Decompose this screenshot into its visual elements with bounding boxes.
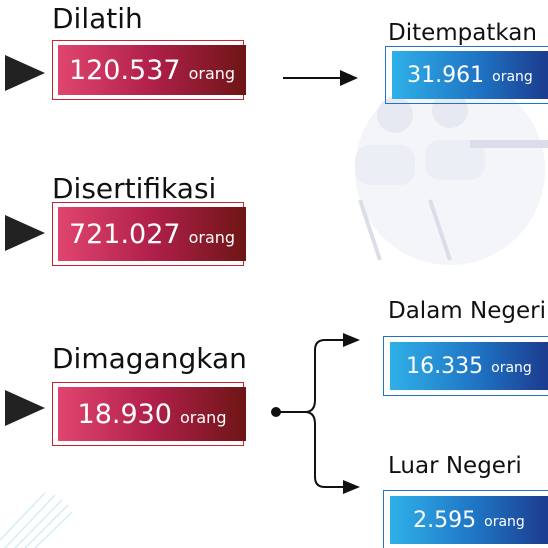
value-box: 31.961 orang bbox=[392, 51, 548, 99]
label: Disertifikasi bbox=[52, 172, 216, 205]
pointer bbox=[5, 55, 45, 91]
pointer bbox=[5, 390, 45, 426]
label: Dalam Negeri bbox=[388, 298, 546, 324]
value-box: 2.595 orang bbox=[390, 496, 548, 544]
label: Dilatih bbox=[52, 2, 143, 35]
pointer bbox=[5, 215, 45, 251]
unit: orang bbox=[492, 69, 533, 85]
value: 2.595 bbox=[413, 508, 476, 533]
unit: orang bbox=[491, 360, 532, 376]
connector bbox=[276, 340, 345, 487]
value: 31.961 bbox=[407, 63, 484, 88]
unit: orang bbox=[484, 514, 525, 530]
infographic: Dilatih 120.537 orang Disertifikasi 721.0… bbox=[0, 0, 548, 548]
label: Ditempatkan bbox=[388, 20, 537, 46]
value: 16.335 bbox=[406, 354, 483, 379]
arrow-head bbox=[343, 480, 360, 494]
value-box: 721.027 orang bbox=[58, 207, 246, 261]
unit: orang bbox=[180, 408, 226, 427]
unit: orang bbox=[189, 64, 235, 83]
label: Dimagangkan bbox=[52, 342, 247, 375]
label: Luar Negeri bbox=[388, 453, 522, 479]
value-box: 120.537 orang bbox=[58, 45, 246, 95]
value: 721.027 bbox=[69, 219, 181, 250]
value-box: 16.335 orang bbox=[390, 342, 548, 390]
value: 120.537 bbox=[69, 55, 181, 86]
value: 18.930 bbox=[78, 399, 172, 430]
hatch-decoration bbox=[0, 493, 72, 548]
value-box: 18.930 orang bbox=[58, 387, 246, 441]
arrow-head bbox=[343, 333, 360, 347]
unit: orang bbox=[189, 228, 235, 247]
arrow-head bbox=[340, 70, 358, 86]
